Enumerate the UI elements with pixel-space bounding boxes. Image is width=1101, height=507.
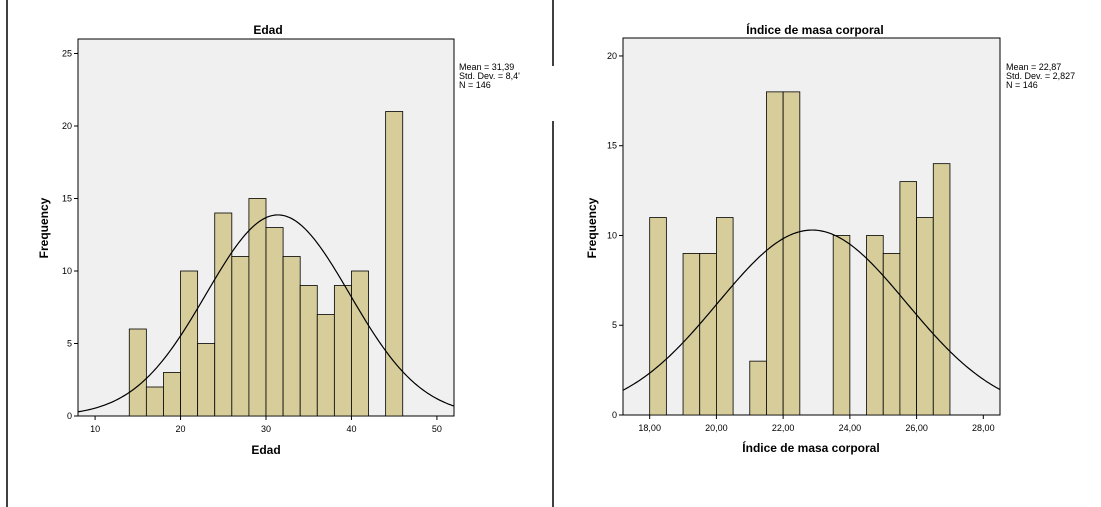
x-tick-label: 10: [90, 424, 100, 434]
histogram-bar: [248, 198, 267, 417]
x-ticks: 10 20 30 40 50: [90, 416, 442, 434]
histogram-bar: [749, 360, 767, 416]
histogram-bar: [214, 212, 233, 417]
histogram-bar: [932, 163, 951, 416]
y-tick-label: 10: [62, 266, 72, 276]
y-tick-label: 0: [67, 411, 72, 421]
stat-std-dev: Std. Dev. = 8,4': [459, 71, 520, 81]
x-tick-label: 24,00: [839, 423, 862, 433]
x-tick-label: 26,00: [905, 423, 928, 433]
y-tick-label: 15: [607, 141, 617, 151]
x-axis-label: Edad: [251, 443, 280, 457]
histogram-bar: [265, 227, 284, 417]
y-ticks: 0 5 10 15 20: [607, 51, 623, 420]
x-tick-label: 30: [261, 424, 271, 434]
histogram-bar: [766, 91, 784, 416]
normal-curve: [622, 229, 1001, 391]
histogram-imc: Índice de masa corporal 0 5 10 15 20 18,00 20…: [585, 22, 1075, 455]
stat-n: N = 146: [459, 80, 491, 90]
x-tick-label: 28,00: [972, 423, 995, 433]
bars: [649, 91, 951, 416]
stat-n: N = 146: [1006, 80, 1038, 90]
x-axis-label: Índice de masa corporal: [742, 440, 879, 455]
x-tick-label: 40: [346, 424, 356, 434]
stat-mean: Mean = 22,87: [1006, 62, 1061, 72]
bars: [128, 111, 404, 417]
histogram-bar: [333, 285, 352, 417]
histogram-bar: [782, 91, 801, 416]
histogram-bar: [699, 253, 717, 416]
histogram-bar: [866, 235, 884, 416]
chart-title: Índice de masa corporal: [746, 22, 883, 37]
x-tick-label: 22,00: [772, 423, 795, 433]
histogram-bar: [180, 270, 199, 417]
histogram-bar: [916, 217, 934, 416]
y-tick-label: 20: [607, 51, 617, 61]
histogram-bar: [649, 217, 667, 416]
y-tick-label: 5: [67, 339, 72, 349]
y-tick-label: 0: [612, 410, 617, 420]
histogram-bar: [882, 253, 901, 416]
histogram-bar: [385, 111, 404, 417]
histogram-bar: [128, 328, 147, 417]
histogram-bar: [316, 314, 335, 417]
histogram-edad: Edad 0 5 10 15 20 25 10 20 30 40 50 Edad Frequenc…: [37, 23, 520, 457]
y-tick-label: 5: [612, 320, 617, 330]
x-tick-label: 50: [432, 424, 442, 434]
histogram-bar: [351, 270, 369, 417]
y-axis-label: Frequency: [585, 197, 599, 258]
histogram-bar: [197, 343, 216, 417]
histogram-bar: [832, 235, 851, 416]
normal-curve: [77, 214, 455, 413]
chart-title: Edad: [253, 23, 282, 37]
histogram-bar: [716, 217, 734, 416]
x-tick-label: 20,00: [705, 423, 728, 433]
y-tick-label: 20: [62, 121, 72, 131]
y-axis-label: Frequency: [37, 197, 51, 258]
x-ticks: 18,00 20,00 22,00 24,00 26,00 28,00: [638, 415, 995, 433]
y-ticks: 0 5 10 15 20 25: [62, 49, 78, 421]
y-tick-label: 25: [62, 49, 72, 59]
histogram-bar: [163, 372, 181, 417]
stat-std-dev: Std. Dev. = 2,827: [1006, 71, 1075, 81]
histogram-bar: [282, 256, 301, 417]
y-tick-label: 15: [62, 194, 72, 204]
x-tick-label: 20: [176, 424, 186, 434]
x-tick-label: 18,00: [638, 423, 661, 433]
histogram-bar: [231, 256, 250, 417]
histogram-bar: [299, 285, 318, 417]
histogram-bar: [145, 386, 164, 417]
y-tick-label: 10: [607, 230, 617, 240]
stat-mean: Mean = 31,39: [459, 62, 514, 72]
